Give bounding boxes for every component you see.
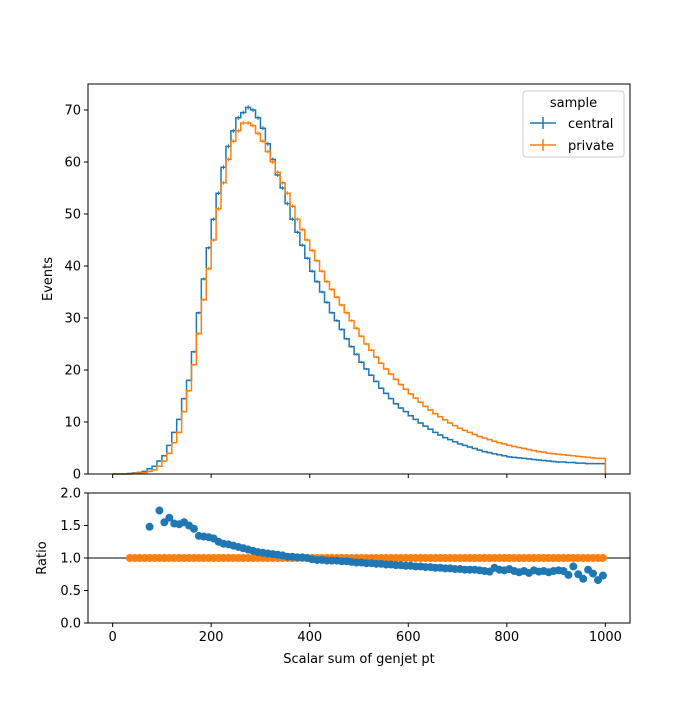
ratio-y-tick-label: 2.0 <box>60 487 81 502</box>
ratio-point-central <box>598 571 607 580</box>
ratio-x-tick-label: 600 <box>396 630 421 645</box>
ratio-x-tick-label: 400 <box>297 630 322 645</box>
ratio-x-tick-label: 800 <box>494 630 519 645</box>
ratio-x-tick-label: 1000 <box>589 630 622 645</box>
legend-entry-private: private <box>530 139 614 154</box>
histogram-y-tick-label: 0 <box>73 468 81 483</box>
histogram-y-tick-label: 40 <box>64 260 81 275</box>
ratio-points-group <box>125 506 607 585</box>
ratio-point-central <box>165 513 174 522</box>
ratio-y-tick-label: 0.0 <box>60 617 81 632</box>
ratio-point-private <box>598 554 607 562</box>
ratio-point-central <box>564 570 573 579</box>
histogram-y-tick-label: 30 <box>64 312 81 327</box>
ratio-y-tick-label: 1.5 <box>60 519 81 534</box>
histogram-x-ticks <box>112 474 606 478</box>
ratio-point-central <box>189 524 198 533</box>
ratio-panel: 0.00.51.01.52.0 0 200 400 600 800 1000 Ratio … <box>35 487 631 667</box>
ratio-point-central <box>155 506 164 515</box>
histogram-y-ticks: 0 10 20 30 40 50 60 70 <box>64 104 88 483</box>
ratio-y-axis-label: Ratio <box>35 541 50 574</box>
ratio-y-tick-label: 0.5 <box>60 584 81 599</box>
ratio-y-ticks: 0.0 0.5 1.0 1.5 2.0 <box>60 487 88 632</box>
legend: sample central private <box>522 90 625 158</box>
histogram-y-tick-label: 60 <box>64 156 81 171</box>
ratio-point-central <box>589 569 598 578</box>
legend-label-private: private <box>568 139 614 154</box>
histogram-y-tick-label: 70 <box>64 104 81 119</box>
histogram-panel: 0 10 20 30 40 50 60 70 Events sample central pr… <box>41 83 631 483</box>
ratio-x-ticks: 0 200 400 600 800 1000 <box>108 623 622 645</box>
legend-label-central: central <box>568 117 613 132</box>
ratio-x-axis-label: Scalar sum of genjet pt <box>283 652 435 667</box>
histogram-y-tick-label: 20 <box>64 364 81 379</box>
histogram-y-tick-label: 50 <box>64 208 81 223</box>
histogram-frame <box>87 83 631 475</box>
ratio-y-tick-label: 1.0 <box>60 552 81 567</box>
legend-box <box>522 90 625 158</box>
ratio-x-tick-label: 0 <box>108 630 116 645</box>
histogram-y-tick-label: 10 <box>64 416 81 431</box>
legend-title: sample <box>550 96 597 111</box>
ratio-point-central <box>569 562 578 571</box>
ratio-x-tick-label: 200 <box>199 630 224 645</box>
histogram-y-axis-label: Events <box>41 257 56 301</box>
ratio-point-central <box>145 522 154 531</box>
histogram-series-group <box>112 105 607 475</box>
histogram-series-central <box>112 106 607 475</box>
legend-entry-central: central <box>530 117 613 132</box>
ratio-frame <box>87 492 631 624</box>
ratio-point-central <box>579 574 588 583</box>
